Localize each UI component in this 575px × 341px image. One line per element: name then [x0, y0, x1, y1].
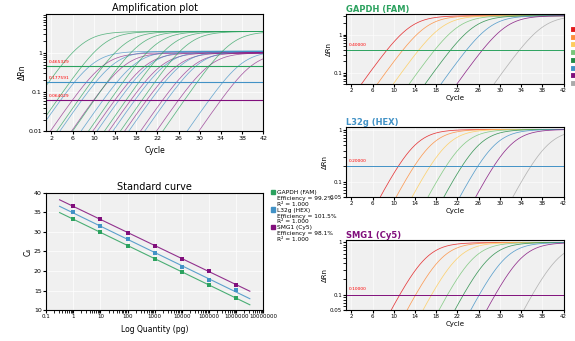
Legend: 1 μg, 0.1 μg, 10 ng, 1 ng, 0.1 ng, 10 pg, 1 pg, NTC: 1 μg, 0.1 μg, 10 ng, 1 ng, 0.1 ng, 10 pg… — [573, 16, 575, 87]
Point — [232, 282, 241, 287]
Text: 0.40000: 0.40000 — [348, 43, 367, 47]
Y-axis label: C₆: C₆ — [24, 247, 33, 256]
X-axis label: Cycle: Cycle — [445, 321, 464, 327]
X-axis label: Cycle: Cycle — [445, 95, 464, 101]
Text: L32g (HEX): L32g (HEX) — [346, 118, 398, 127]
X-axis label: Log Quantity (pg): Log Quantity (pg) — [121, 325, 189, 334]
Point — [232, 287, 241, 293]
Text: 0.465329: 0.465329 — [49, 60, 70, 64]
Y-axis label: ΔRn: ΔRn — [322, 268, 328, 282]
Point — [232, 295, 241, 301]
Point — [177, 256, 186, 261]
Y-axis label: ΔRn: ΔRn — [322, 155, 328, 169]
Text: 0.10000: 0.10000 — [348, 287, 367, 292]
Text: 0.20000: 0.20000 — [348, 159, 367, 163]
Legend: GAPDH (FAM), Efficiency = 99.2%, R² = 1.000, L32g (HEX), Efficiency = 101.5%, R²: GAPDH (FAM), Efficiency = 99.2%, R² = 1.… — [271, 190, 337, 242]
Text: 0.177591: 0.177591 — [49, 76, 70, 80]
Y-axis label: ΔRn: ΔRn — [326, 42, 332, 56]
Point — [205, 282, 214, 288]
Point — [177, 264, 186, 269]
Point — [123, 230, 132, 235]
Point — [150, 250, 159, 256]
Point — [96, 223, 105, 229]
Point — [68, 204, 78, 209]
Title: Standard curve: Standard curve — [117, 182, 192, 192]
Text: GAPDH (FAM): GAPDH (FAM) — [346, 4, 409, 14]
Point — [150, 256, 159, 261]
Point — [177, 269, 186, 275]
Point — [68, 209, 78, 215]
Point — [96, 217, 105, 222]
Text: 0.064029: 0.064029 — [49, 94, 69, 98]
Point — [123, 243, 132, 248]
Point — [205, 278, 214, 283]
Point — [68, 217, 78, 222]
X-axis label: Cycle: Cycle — [144, 146, 165, 155]
X-axis label: Cycle: Cycle — [445, 208, 464, 214]
Y-axis label: ΔRn: ΔRn — [18, 65, 27, 80]
Point — [96, 229, 105, 235]
Point — [123, 237, 132, 242]
Point — [150, 243, 159, 248]
Title: Amplification plot: Amplification plot — [112, 3, 198, 13]
Point — [205, 269, 214, 274]
Text: SMG1 (Cy5): SMG1 (Cy5) — [346, 231, 401, 240]
